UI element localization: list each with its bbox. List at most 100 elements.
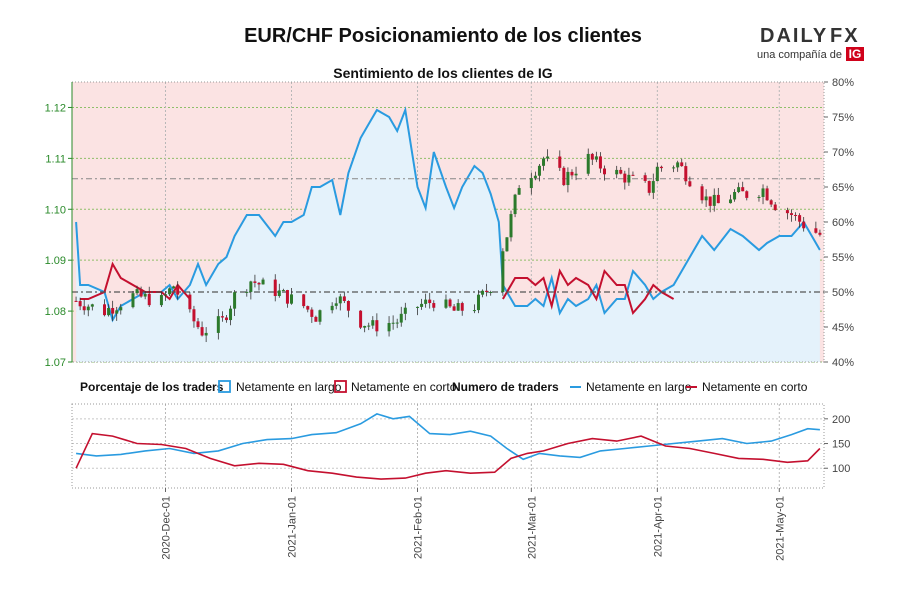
candle (416, 306, 420, 316)
candle (659, 165, 663, 172)
candle-body (273, 279, 277, 297)
legend-percent-short: Netamente en corto (351, 380, 457, 394)
candle (306, 305, 310, 313)
date-tick-label: 2021-Mar-01 (526, 496, 538, 559)
candle (456, 299, 460, 311)
candle-body (558, 156, 562, 168)
candle (159, 291, 163, 307)
candle-body (424, 299, 428, 304)
candle (314, 315, 318, 322)
candle (257, 281, 261, 291)
candle (432, 300, 436, 312)
legend: Porcentaje de los traders Netamente en l… (80, 380, 808, 394)
candle-body (509, 214, 513, 238)
candle-body (310, 309, 314, 317)
candle-body (769, 200, 773, 205)
logo-daily: DAILY (760, 25, 828, 47)
trader-count-panel: 100 150 200 2020-Dec-01 2021-Jan-01 2021-Feb… (71, 403, 850, 561)
candle (700, 183, 704, 204)
candle (757, 194, 761, 202)
candle (794, 212, 798, 221)
candle (399, 306, 403, 327)
candle-body (501, 251, 505, 292)
candle (277, 283, 281, 298)
percent-tick-label: 75% (832, 112, 854, 124)
candle-body (570, 171, 574, 176)
candle-body (594, 156, 598, 160)
candle (143, 291, 147, 300)
candle (216, 309, 220, 340)
candle-body (90, 304, 94, 307)
candle-body (537, 165, 541, 176)
percent-tick-label: 70% (832, 147, 854, 159)
candle-body (188, 294, 192, 310)
candle (651, 173, 655, 200)
candle-body (139, 289, 143, 297)
candle (558, 150, 562, 171)
candle-body (224, 317, 228, 321)
candle-body (574, 173, 578, 176)
legend-count-heading: Numero de traders (452, 380, 559, 394)
candle (82, 299, 86, 315)
candle (818, 229, 822, 237)
candle (672, 165, 676, 173)
candle (302, 294, 306, 309)
candle-body (672, 167, 676, 169)
candle-body (505, 237, 509, 252)
candle (111, 300, 115, 322)
candle-body (200, 327, 204, 336)
count-tick-label: 150 (832, 439, 850, 451)
sentiment-panel: 1.07 1.08 1.09 1.10 1.11 1.12 40% 45% 50% 55% 60%… (45, 77, 855, 369)
candle-body (798, 215, 802, 222)
candle (107, 304, 111, 317)
candle (631, 171, 635, 176)
candle-body (586, 153, 590, 174)
candle (103, 299, 107, 317)
candle (643, 172, 647, 183)
candle-body (448, 299, 452, 307)
chart-title: EUR/CHF Posicionamiento de los clientes (244, 25, 642, 47)
date-tick-label: 2021-Apr-01 (652, 496, 664, 557)
candle (542, 156, 546, 171)
candle-body (103, 304, 107, 316)
candle (814, 221, 818, 234)
price-tick-label: 1.09 (45, 255, 66, 267)
candle-body (131, 293, 135, 308)
candle-body (196, 321, 200, 328)
candle (501, 248, 505, 296)
count-tick-label: 200 (832, 414, 850, 426)
candle-body (371, 320, 375, 326)
candle-body (233, 292, 237, 309)
date-tick-label: 2021-Feb-01 (413, 496, 425, 559)
candle (712, 188, 716, 212)
candle-body (387, 322, 391, 332)
candle (131, 291, 135, 309)
percent-tick-label: 80% (832, 77, 854, 89)
candle-body (192, 309, 196, 322)
candle (619, 166, 623, 175)
candle-body (330, 305, 334, 311)
candle (802, 216, 806, 232)
candle-body (277, 290, 281, 297)
candle-body (472, 310, 476, 312)
candle (737, 182, 741, 194)
legend-long-swatch (218, 380, 231, 393)
price-tick-label: 1.07 (45, 357, 66, 369)
candle-body (651, 181, 655, 193)
candle (537, 164, 541, 182)
candle-body (566, 171, 570, 186)
candle-body (281, 290, 285, 292)
candle (570, 169, 574, 178)
candle-body (302, 294, 306, 307)
candle (342, 291, 346, 304)
legend-percent-long: Netamente en largo (236, 380, 342, 394)
candle-body (334, 303, 338, 306)
candle-body (619, 169, 623, 174)
candle-body (814, 228, 818, 233)
candle-body (773, 204, 777, 211)
candle (594, 151, 598, 163)
candle-body (655, 166, 659, 182)
candle (533, 171, 537, 181)
candle-body (111, 307, 115, 314)
candle (163, 291, 167, 301)
